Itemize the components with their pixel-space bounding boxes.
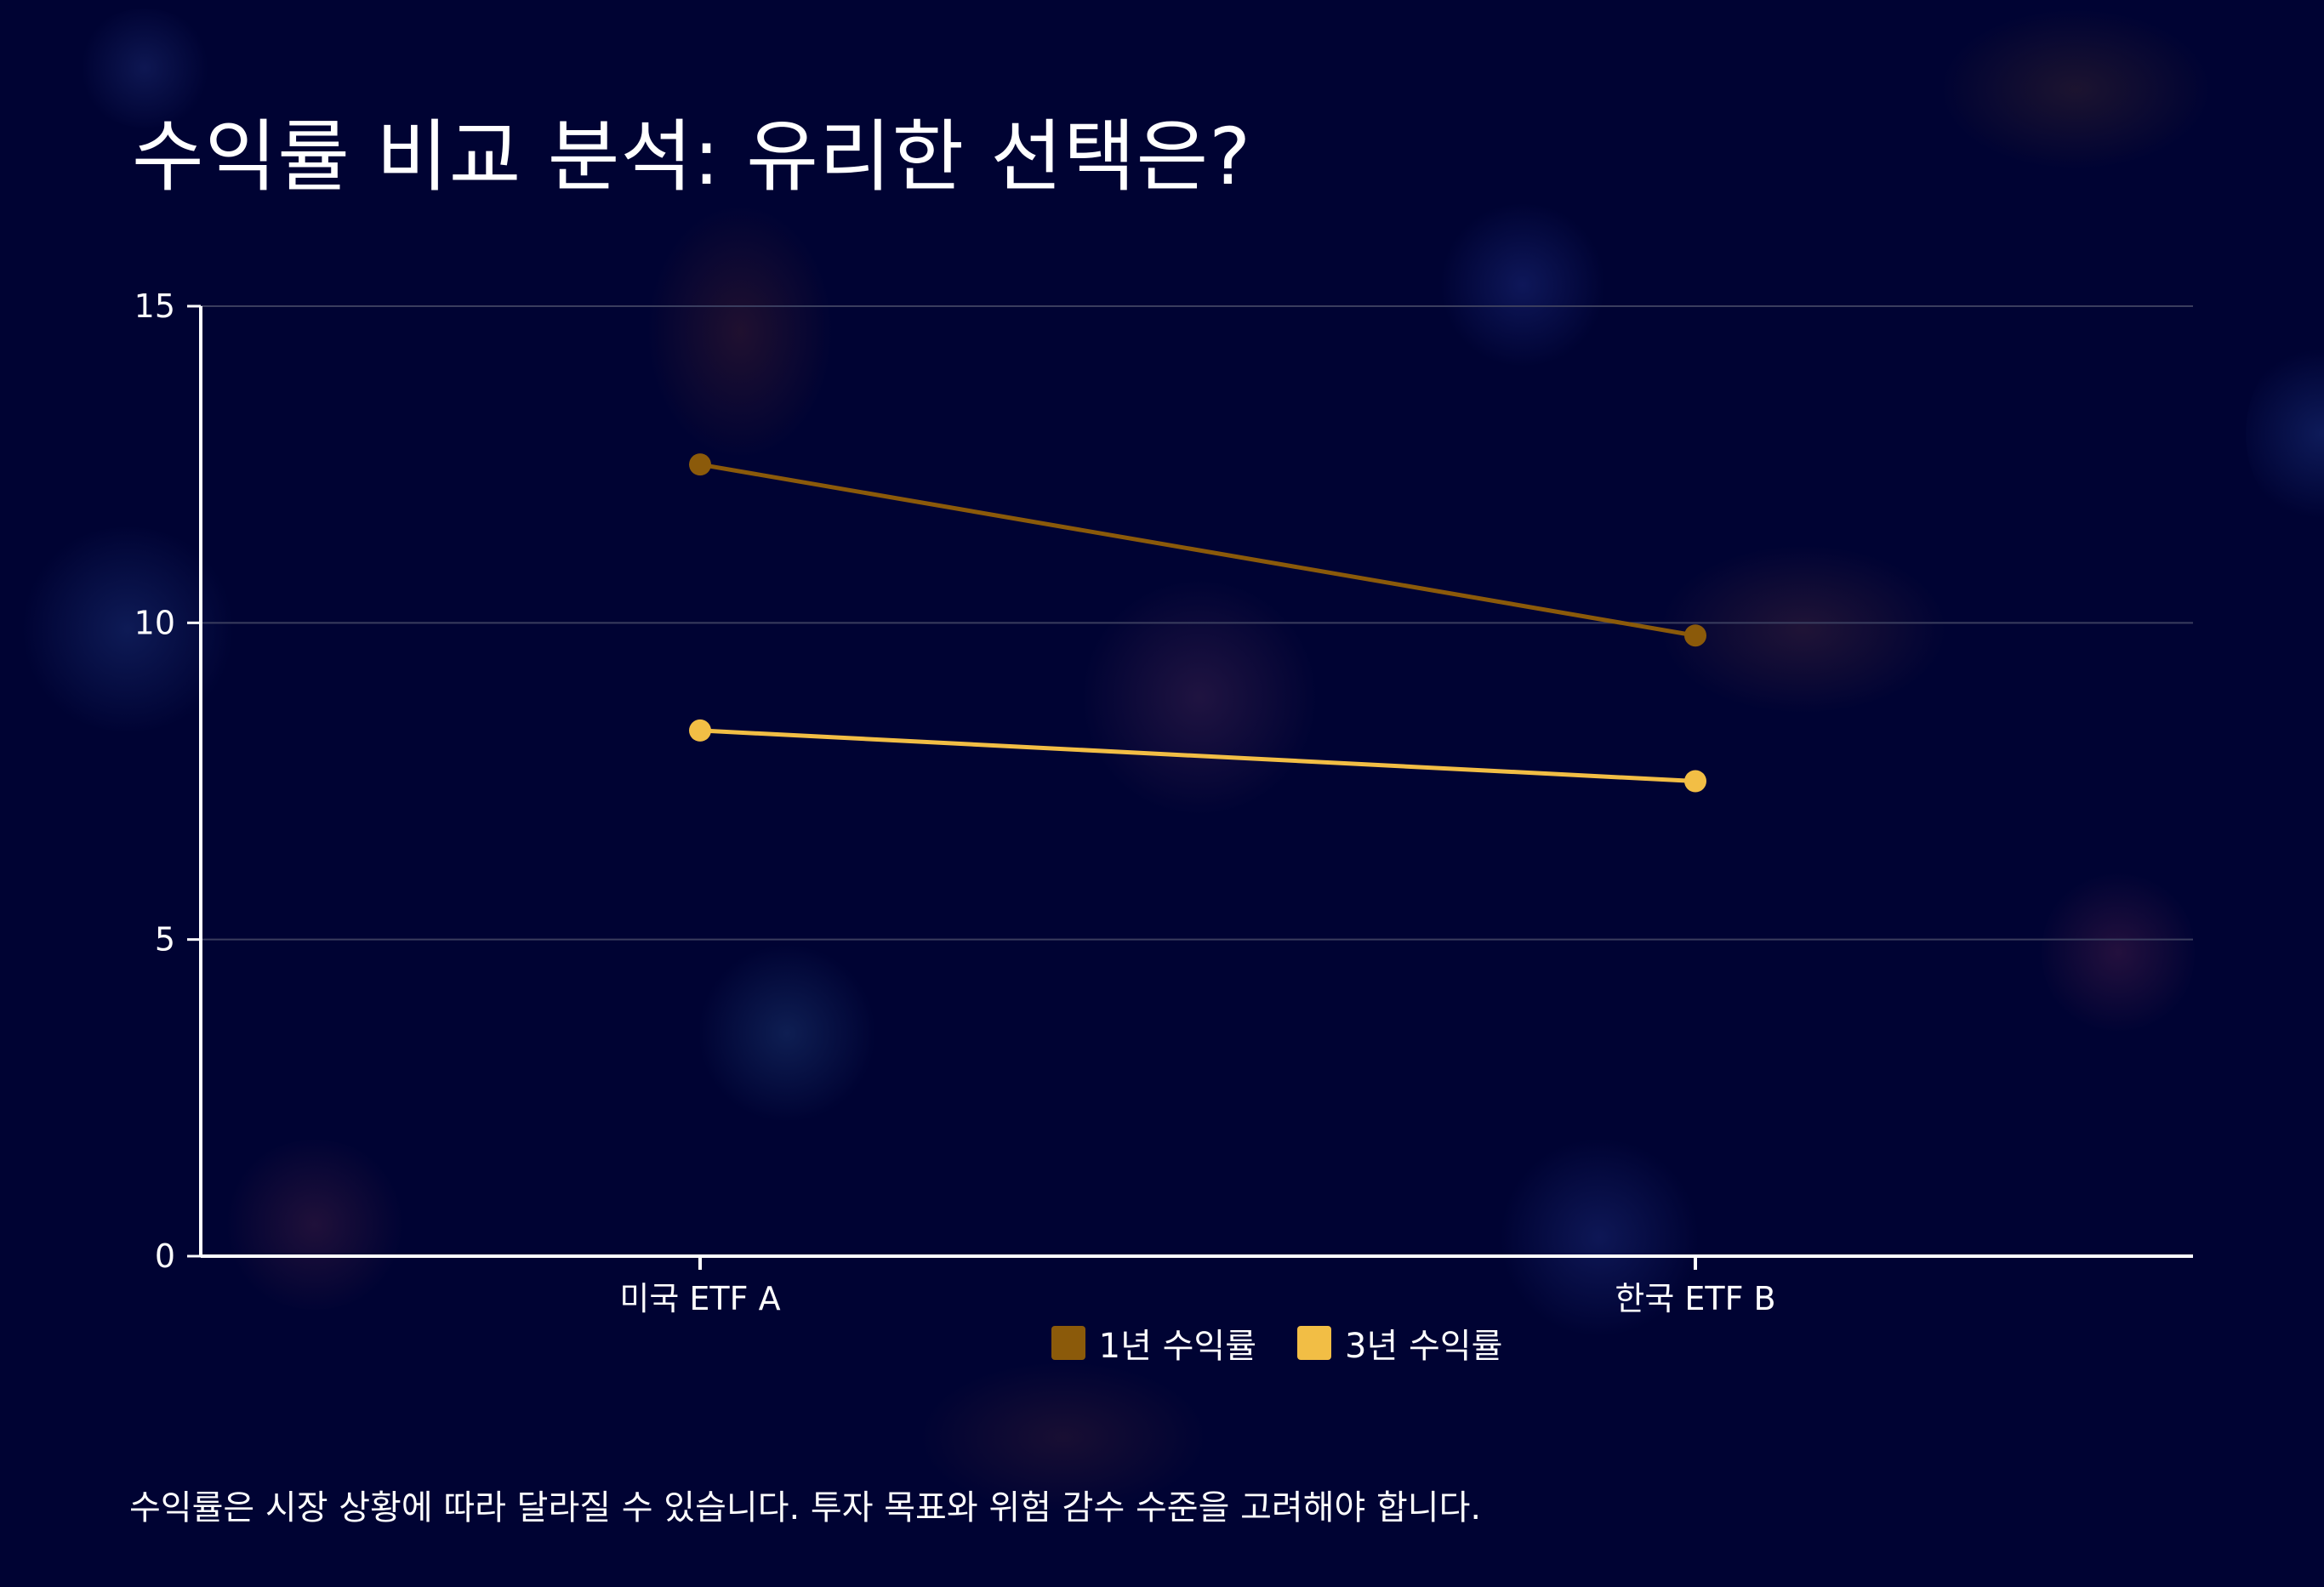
y-tick-label: 5	[155, 921, 175, 958]
gridlines	[201, 305, 2193, 941]
legend: 1년 수익률 3년 수익률	[0, 1318, 2324, 1368]
series-line-3y	[699, 728, 1696, 783]
axes: 0 5 10 15 미국 ETF A 한국 ETF B	[134, 287, 2193, 1317]
series-line-1y	[699, 462, 1696, 638]
data-point-3y-0	[689, 719, 711, 742]
x-tick-label: 한국 ETF B	[1615, 1280, 1775, 1317]
legend-item-1y[interactable]: 1년 수익률	[1051, 1318, 1256, 1368]
y-tick-label: 10	[134, 604, 175, 641]
data-point-3y-1	[1684, 770, 1706, 793]
y-tick-label: 15	[134, 287, 175, 325]
footnote: 수익률은 시장 상황에 따라 달라질 수 있습니다. 투자 목표와 위험 감수 …	[129, 1488, 1482, 1527]
legend-item-3y[interactable]: 3년 수익률	[1297, 1318, 1502, 1368]
legend-label-3y: 3년 수익률	[1345, 1327, 1503, 1366]
legend-swatch-3y	[1297, 1326, 1331, 1360]
x-tick-label: 미국 ETF A	[619, 1280, 780, 1317]
legend-swatch-1y	[1051, 1326, 1085, 1360]
legend-label-1y: 1년 수익률	[1098, 1327, 1256, 1366]
data-point-1y-0	[689, 453, 711, 476]
chart-title: 수익률 비교 분석: 유리한 선택은?	[132, 111, 1252, 202]
series-lines	[689, 453, 1706, 793]
data-point-1y-1	[1684, 624, 1706, 647]
y-tick-label: 0	[155, 1237, 175, 1275]
